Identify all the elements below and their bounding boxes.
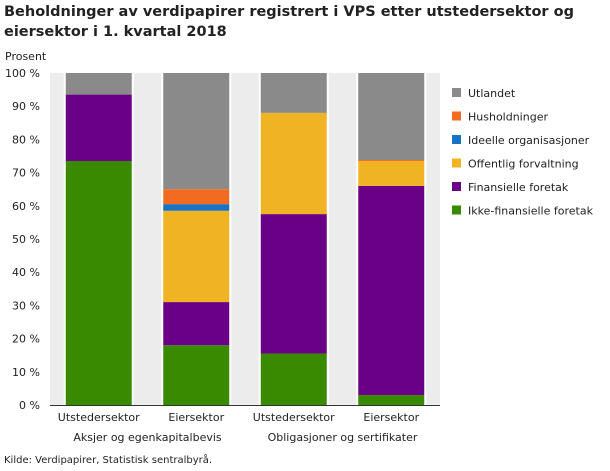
legend-label: Utlandet bbox=[468, 87, 516, 100]
bar-segment bbox=[358, 395, 425, 405]
y-tick-label: 30 % bbox=[12, 299, 40, 312]
bar-segment bbox=[358, 73, 425, 160]
bar-segment bbox=[65, 160, 132, 405]
y-tick-label: 60 % bbox=[12, 200, 40, 213]
group-label: Aksjer og egenkapitalbevis bbox=[73, 431, 222, 444]
y-tick-label: 0 % bbox=[19, 399, 40, 412]
chart-title: Beholdninger av verdipapirer registrert … bbox=[4, 4, 574, 40]
bar-segment bbox=[65, 73, 132, 95]
source-note: Kilde: Verdipapirer, Statistisk sentralb… bbox=[4, 455, 213, 466]
legend-swatch bbox=[452, 135, 461, 144]
x-tick-label: Eiersektor bbox=[168, 411, 224, 424]
legend-label: Ideelle organisasjoner bbox=[468, 134, 590, 147]
y-tick-label: 40 % bbox=[12, 266, 40, 279]
y-tick-label: 10 % bbox=[12, 366, 40, 379]
bar-segment bbox=[163, 189, 230, 205]
bar-segment bbox=[163, 345, 230, 405]
x-tick-label: Utstedersektor bbox=[58, 411, 140, 424]
legend-label: Offentlig forvaltning bbox=[468, 158, 579, 171]
y-axis-title: Prosent bbox=[5, 50, 47, 63]
legend-swatch bbox=[452, 205, 461, 215]
bar-segment bbox=[358, 185, 425, 396]
group-label: Obligasjoner og sertifikater bbox=[268, 431, 418, 444]
bar-segment bbox=[260, 112, 327, 215]
bar-segment bbox=[358, 160, 425, 186]
legend-swatch bbox=[452, 111, 461, 121]
y-tick-label: 80 % bbox=[12, 133, 40, 146]
legend-swatch bbox=[452, 88, 461, 97]
y-tick-label: 20 % bbox=[12, 333, 40, 346]
legend-label: Finansielle foretak bbox=[468, 181, 569, 194]
y-tick-label: 100 % bbox=[5, 67, 40, 80]
bar-segment bbox=[163, 302, 230, 346]
y-tick-label: 50 % bbox=[12, 233, 40, 246]
bar-segment bbox=[358, 159, 425, 161]
bar-segment bbox=[163, 204, 230, 211]
y-tick-label: 70 % bbox=[12, 167, 40, 180]
bar-segment bbox=[163, 73, 230, 190]
legend-label: Husholdninger bbox=[468, 111, 548, 124]
bar-segment bbox=[260, 353, 327, 405]
x-tick-label: Eiersektor bbox=[363, 411, 419, 424]
bar-segment bbox=[163, 210, 230, 303]
bar-segment bbox=[260, 214, 327, 354]
bar-segment bbox=[260, 73, 327, 113]
y-tick-label: 90 % bbox=[12, 100, 40, 113]
bar-segment bbox=[65, 94, 132, 161]
legend-label: Ikke-finansielle foretak bbox=[468, 205, 594, 218]
legend-swatch bbox=[452, 158, 461, 168]
x-tick-label: Utstedersektor bbox=[253, 411, 335, 424]
legend-swatch bbox=[452, 182, 461, 191]
